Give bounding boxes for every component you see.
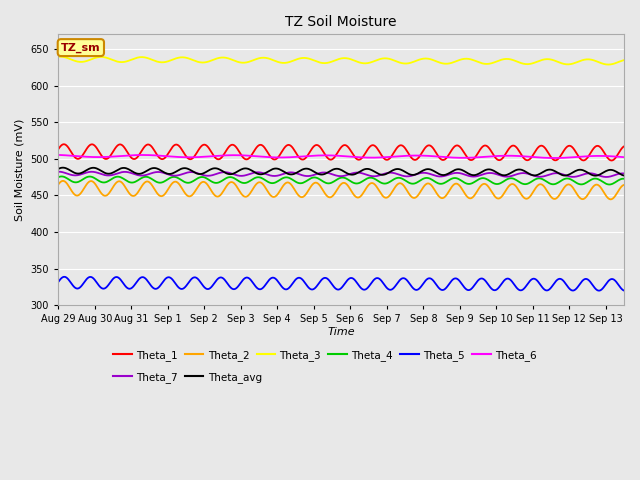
X-axis label: Time: Time (327, 327, 355, 337)
Theta_2 (54, 182, 62, 188)
Theta_avg (392, 166, 400, 172)
Theta_2 (362, 186, 369, 192)
Theta_3 (604, 61, 612, 67)
Theta_4 (324, 180, 332, 186)
Theta_4 (620, 176, 628, 181)
Line: Theta_3: Theta_3 (58, 57, 624, 64)
Theta_4 (519, 181, 527, 187)
Theta_6 (551, 155, 559, 161)
Line: Theta_7: Theta_7 (58, 172, 624, 177)
Theta_5 (54, 279, 62, 285)
Theta_2 (620, 182, 628, 188)
Theta_1 (328, 156, 335, 162)
Theta_4 (392, 175, 400, 181)
Theta_7 (620, 170, 628, 176)
Theta_1 (620, 144, 628, 149)
Line: Theta_5: Theta_5 (58, 277, 624, 291)
Theta_2 (609, 196, 616, 202)
Theta_7 (518, 170, 526, 176)
Theta_6 (360, 155, 368, 160)
Theta_5 (595, 288, 603, 294)
Theta_5 (362, 287, 369, 292)
Theta_7 (360, 171, 368, 177)
Theta_2 (59, 178, 67, 184)
Theta_3 (609, 61, 616, 67)
Theta_1 (519, 155, 527, 160)
Theta_5 (392, 282, 400, 288)
Theta_7 (54, 169, 62, 175)
Theta_4 (609, 181, 616, 187)
Theta_3 (519, 61, 527, 67)
Theta_5 (609, 276, 616, 282)
Theta_5 (519, 287, 527, 292)
Y-axis label: Soil Moisture (mV): Soil Moisture (mV) (15, 119, 25, 221)
Theta_4 (54, 174, 62, 180)
Theta_2 (324, 194, 332, 200)
Theta_6 (326, 153, 334, 158)
Theta_avg (59, 165, 67, 170)
Theta_1 (608, 157, 616, 163)
Theta_6 (323, 153, 331, 158)
Theta_6 (518, 153, 526, 159)
Theta_3 (324, 60, 332, 66)
Theta_3 (620, 57, 628, 63)
Theta_6 (54, 152, 62, 158)
Theta_5 (324, 276, 332, 282)
Theta_5 (620, 288, 628, 293)
Theta_2 (392, 183, 400, 189)
Theta_1 (609, 157, 616, 163)
Theta_7 (391, 170, 399, 176)
Theta_3 (392, 59, 400, 64)
Text: TZ_sm: TZ_sm (61, 42, 100, 53)
Theta_7 (602, 174, 610, 180)
Theta_7 (326, 171, 334, 177)
Line: Theta_2: Theta_2 (58, 181, 624, 199)
Theta_2 (519, 194, 527, 200)
Line: Theta_1: Theta_1 (58, 144, 624, 160)
Theta_6 (608, 154, 616, 159)
Theta_avg (54, 166, 62, 172)
Theta_4 (605, 181, 613, 187)
Theta_2 (328, 194, 335, 200)
Title: TZ Soil Moisture: TZ Soil Moisture (285, 15, 397, 29)
Theta_5 (60, 274, 68, 280)
Theta_avg (328, 168, 335, 173)
Line: Theta_avg: Theta_avg (58, 168, 624, 176)
Theta_avg (324, 169, 332, 175)
Theta_3 (362, 60, 369, 66)
Theta_1 (392, 146, 400, 152)
Theta_7 (608, 173, 616, 179)
Theta_3 (54, 54, 62, 60)
Theta_6 (391, 154, 399, 159)
Theta_avg (362, 166, 369, 172)
Theta_3 (328, 59, 335, 65)
Theta_4 (58, 174, 65, 180)
Theta_2 (607, 196, 614, 202)
Theta_1 (60, 141, 68, 147)
Line: Theta_4: Theta_4 (58, 177, 624, 184)
Theta_avg (620, 173, 628, 179)
Line: Theta_6: Theta_6 (58, 155, 624, 158)
Theta_7 (323, 170, 331, 176)
Theta_avg (592, 173, 600, 179)
Legend: Theta_7, Theta_avg: Theta_7, Theta_avg (109, 368, 266, 387)
Theta_4 (328, 180, 335, 186)
Theta_6 (620, 154, 628, 160)
Theta_1 (362, 150, 369, 156)
Theta_5 (328, 281, 335, 287)
Theta_3 (56, 54, 64, 60)
Theta_avg (519, 168, 527, 173)
Theta_1 (324, 156, 332, 161)
Theta_4 (362, 177, 369, 182)
Theta_1 (54, 146, 62, 152)
Theta_avg (609, 168, 616, 173)
